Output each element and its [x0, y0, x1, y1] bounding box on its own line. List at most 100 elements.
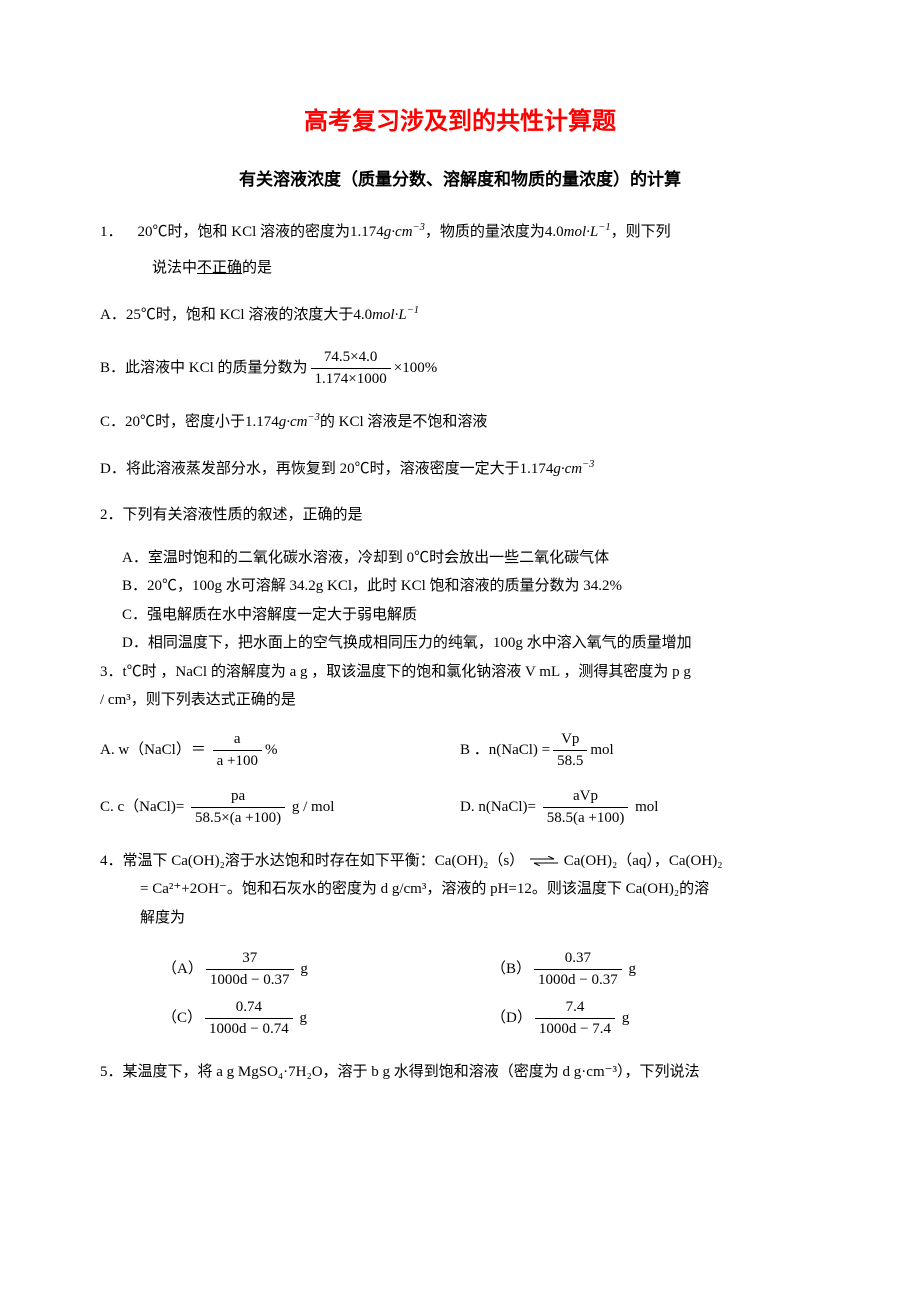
- opt-text: C．20℃时，密度小于: [100, 414, 245, 430]
- q2-option-c: C．强电解质在水中溶解度一定大于弱电解质: [122, 601, 820, 630]
- q1-stem-line2: 说法中不正确的是: [152, 254, 820, 283]
- opt-text: C. c（NaCl)=: [100, 799, 188, 815]
- fraction: pa58.5×(a +100): [191, 786, 285, 829]
- unit: mol·L−1: [372, 307, 419, 323]
- q1-text3: ，则下列: [611, 224, 671, 240]
- q1-l2a: 说法中: [152, 260, 197, 276]
- opt-text: D．将此溶液蒸发部分水，再恢复到 20℃时，溶液密度一定大于: [100, 461, 520, 477]
- opt-post: %: [265, 742, 278, 758]
- denominator: 58.5: [553, 751, 587, 772]
- q3-option-c: C. c（NaCl)= pa58.5×(a +100) g / mol: [100, 786, 460, 829]
- lbl: （D）: [491, 1010, 532, 1026]
- q4-option-a: （A）371000d − 0.37 g: [162, 948, 491, 991]
- unit: g: [625, 961, 636, 977]
- numerator: pa: [191, 786, 285, 808]
- q1-option-a: A．25℃时，饱和 KCl 溶液的浓度大于4.0mol·L−1: [100, 301, 820, 330]
- q1-stem-line1: 1． 20℃时，饱和 KCl 溶液的密度为1.174g·cm−3，物质的量浓度为…: [100, 218, 820, 247]
- unit: g·cm−3: [279, 414, 320, 430]
- denominator: 1000d − 0.74: [205, 1019, 293, 1040]
- e: −1: [407, 305, 419, 316]
- fraction: 371000d − 0.37: [206, 948, 294, 991]
- q3-option-b: B ．n(NaCl) =Vp58.5mol: [460, 729, 820, 772]
- fraction: 0.741000d − 0.74: [205, 997, 293, 1040]
- q1-text: 20℃时，饱和 KCl 溶液的密度为: [138, 224, 351, 240]
- numerator: 0.37: [534, 948, 622, 970]
- numerator: aVp: [543, 786, 629, 808]
- q2-option-a: A．室温时饱和的二氧化碳水溶液，冷却到 0℃时会放出一些二氧化碳气体: [122, 544, 820, 573]
- numerator: a: [213, 729, 262, 751]
- e: −3: [308, 412, 320, 423]
- q3-option-d: D. n(NaCl)= aVp58.5(a +100) mol: [460, 786, 820, 829]
- opt-val: 1.174: [520, 461, 554, 477]
- unit-text: g·cm: [384, 224, 413, 240]
- opt-text: D. n(NaCl)=: [460, 799, 540, 815]
- q1-l2b: 的是: [242, 260, 272, 276]
- numerator: Vp: [553, 729, 587, 751]
- opt-text: B．此溶液中 KCl 的质量分数为: [100, 360, 308, 376]
- t1b: Ca(OH)₂（aq），Ca(OH)₂: [564, 853, 723, 869]
- unit: g: [618, 1010, 629, 1026]
- q1-option-d: D．将此溶液蒸发部分水，再恢复到 20℃时，溶液密度一定大于1.174g·cm−…: [100, 455, 820, 484]
- q1-option-c: C．20℃时，密度小于1.174g·cm−3的 KCl 溶液是不饱和溶液: [100, 408, 820, 437]
- q5-stem: 5．某温度下，将 a g MgSO₄·7H₂O，溶于 b g 水得到饱和溶液（密…: [100, 1058, 820, 1087]
- q4-option-c: （C）0.741000d − 0.74 g: [162, 997, 491, 1040]
- q3-stem-line2: / cm³，则下列表达式正确的是: [100, 686, 820, 715]
- unit: g: [297, 961, 308, 977]
- numerator: 37: [206, 948, 294, 970]
- q3-stem-line1: 3．t℃时 ，NaCl 的溶解度为 a g ，取该温度下的饱和氯化钠溶液 V m…: [100, 658, 820, 687]
- opt-post: g / mol: [288, 799, 334, 815]
- denominator: 1000d − 0.37: [206, 970, 294, 991]
- opt-post: mol: [590, 742, 613, 758]
- q4-stem-line2: = Ca²⁺+2OH⁻。饱和石灰水的密度为 d g/cm³，溶液的 pH=12。…: [140, 875, 820, 904]
- unit: g: [296, 1010, 307, 1026]
- denominator: 1.174×1000: [311, 369, 391, 390]
- t1: 4．常温下 Ca(OH)₂溶于水达饱和时存在如下平衡：Ca(OH)₂（s）: [100, 853, 524, 869]
- unit-g-cm3: g·cm−3: [384, 224, 425, 240]
- denominator: 58.5×(a +100): [191, 808, 285, 829]
- fraction: aa +100: [213, 729, 262, 772]
- opt-post: 的 KCl 溶液是不饱和溶液: [320, 414, 488, 430]
- q1-conc: 4.0: [545, 224, 564, 240]
- fraction: 7.41000d − 7.4: [535, 997, 615, 1040]
- exp: −3: [413, 222, 425, 233]
- q4-option-d: （D）7.41000d − 7.4 g: [491, 997, 820, 1040]
- q1-density: 1.174: [350, 224, 384, 240]
- fraction: 74.5×4.01.174×1000: [311, 347, 391, 390]
- opt-val: 1.174: [245, 414, 279, 430]
- lbl: （C）: [162, 1010, 202, 1026]
- denominator: a +100: [213, 751, 262, 772]
- fraction: 0.371000d − 0.37: [534, 948, 622, 991]
- q4-option-b: （B）0.371000d − 0.37 g: [491, 948, 820, 991]
- numerator: 0.74: [205, 997, 293, 1019]
- e: −3: [582, 459, 594, 470]
- q3-option-a: A. w（NaCl）＝ aa +100%: [100, 729, 460, 772]
- fraction: aVp58.5(a +100): [543, 786, 629, 829]
- q4-stem-line1: 4．常温下 Ca(OH)₂溶于水达饱和时存在如下平衡：Ca(OH)₂（s） Ca…: [100, 847, 820, 876]
- u: mol·L: [372, 307, 407, 323]
- fraction: Vp58.5: [553, 729, 587, 772]
- unit: g·cm−3: [553, 461, 594, 477]
- u: g·cm: [553, 461, 582, 477]
- page-subtitle: 有关溶液浓度（质量分数、溶解度和物质的量浓度）的计算: [100, 164, 820, 196]
- q1-option-b: B．此溶液中 KCl 的质量分数为74.5×4.01.174×1000×100%: [100, 347, 820, 390]
- unit-mol-l: mol·L−1: [564, 224, 611, 240]
- q4-stem-line3: 解度为: [140, 904, 820, 933]
- unit-text2: mol·L: [564, 224, 599, 240]
- lbl: （B）: [491, 961, 531, 977]
- exp2: −1: [598, 222, 610, 233]
- opt-post: mol: [631, 799, 658, 815]
- opt-text: A. w（NaCl）＝: [100, 742, 210, 758]
- q1-underline: 不正确: [197, 260, 242, 276]
- q1-number: 1．: [100, 224, 123, 240]
- u: g·cm: [279, 414, 308, 430]
- q1-text2: ，物质的量浓度为: [425, 224, 545, 240]
- opt-val: 4.0: [353, 307, 372, 323]
- denominator: 1000d − 7.4: [535, 1019, 615, 1040]
- q2-option-d: D．相同温度下，把水面上的空气换成相同压力的纯氧，100g 水中溶入氧气的质量增…: [122, 629, 820, 658]
- q2-option-b: B．20℃，100g 水可溶解 34.2g KCl，此时 KCl 饱和溶液的质量…: [122, 572, 820, 601]
- opt-text: A．25℃时，饱和 KCl 溶液的浓度大于: [100, 307, 353, 323]
- numerator: 7.4: [535, 997, 615, 1019]
- equilibrium-arrow-icon: [528, 856, 560, 866]
- page-title: 高考复习涉及到的共性计算题: [100, 100, 820, 146]
- opt-post: ×100%: [394, 360, 437, 376]
